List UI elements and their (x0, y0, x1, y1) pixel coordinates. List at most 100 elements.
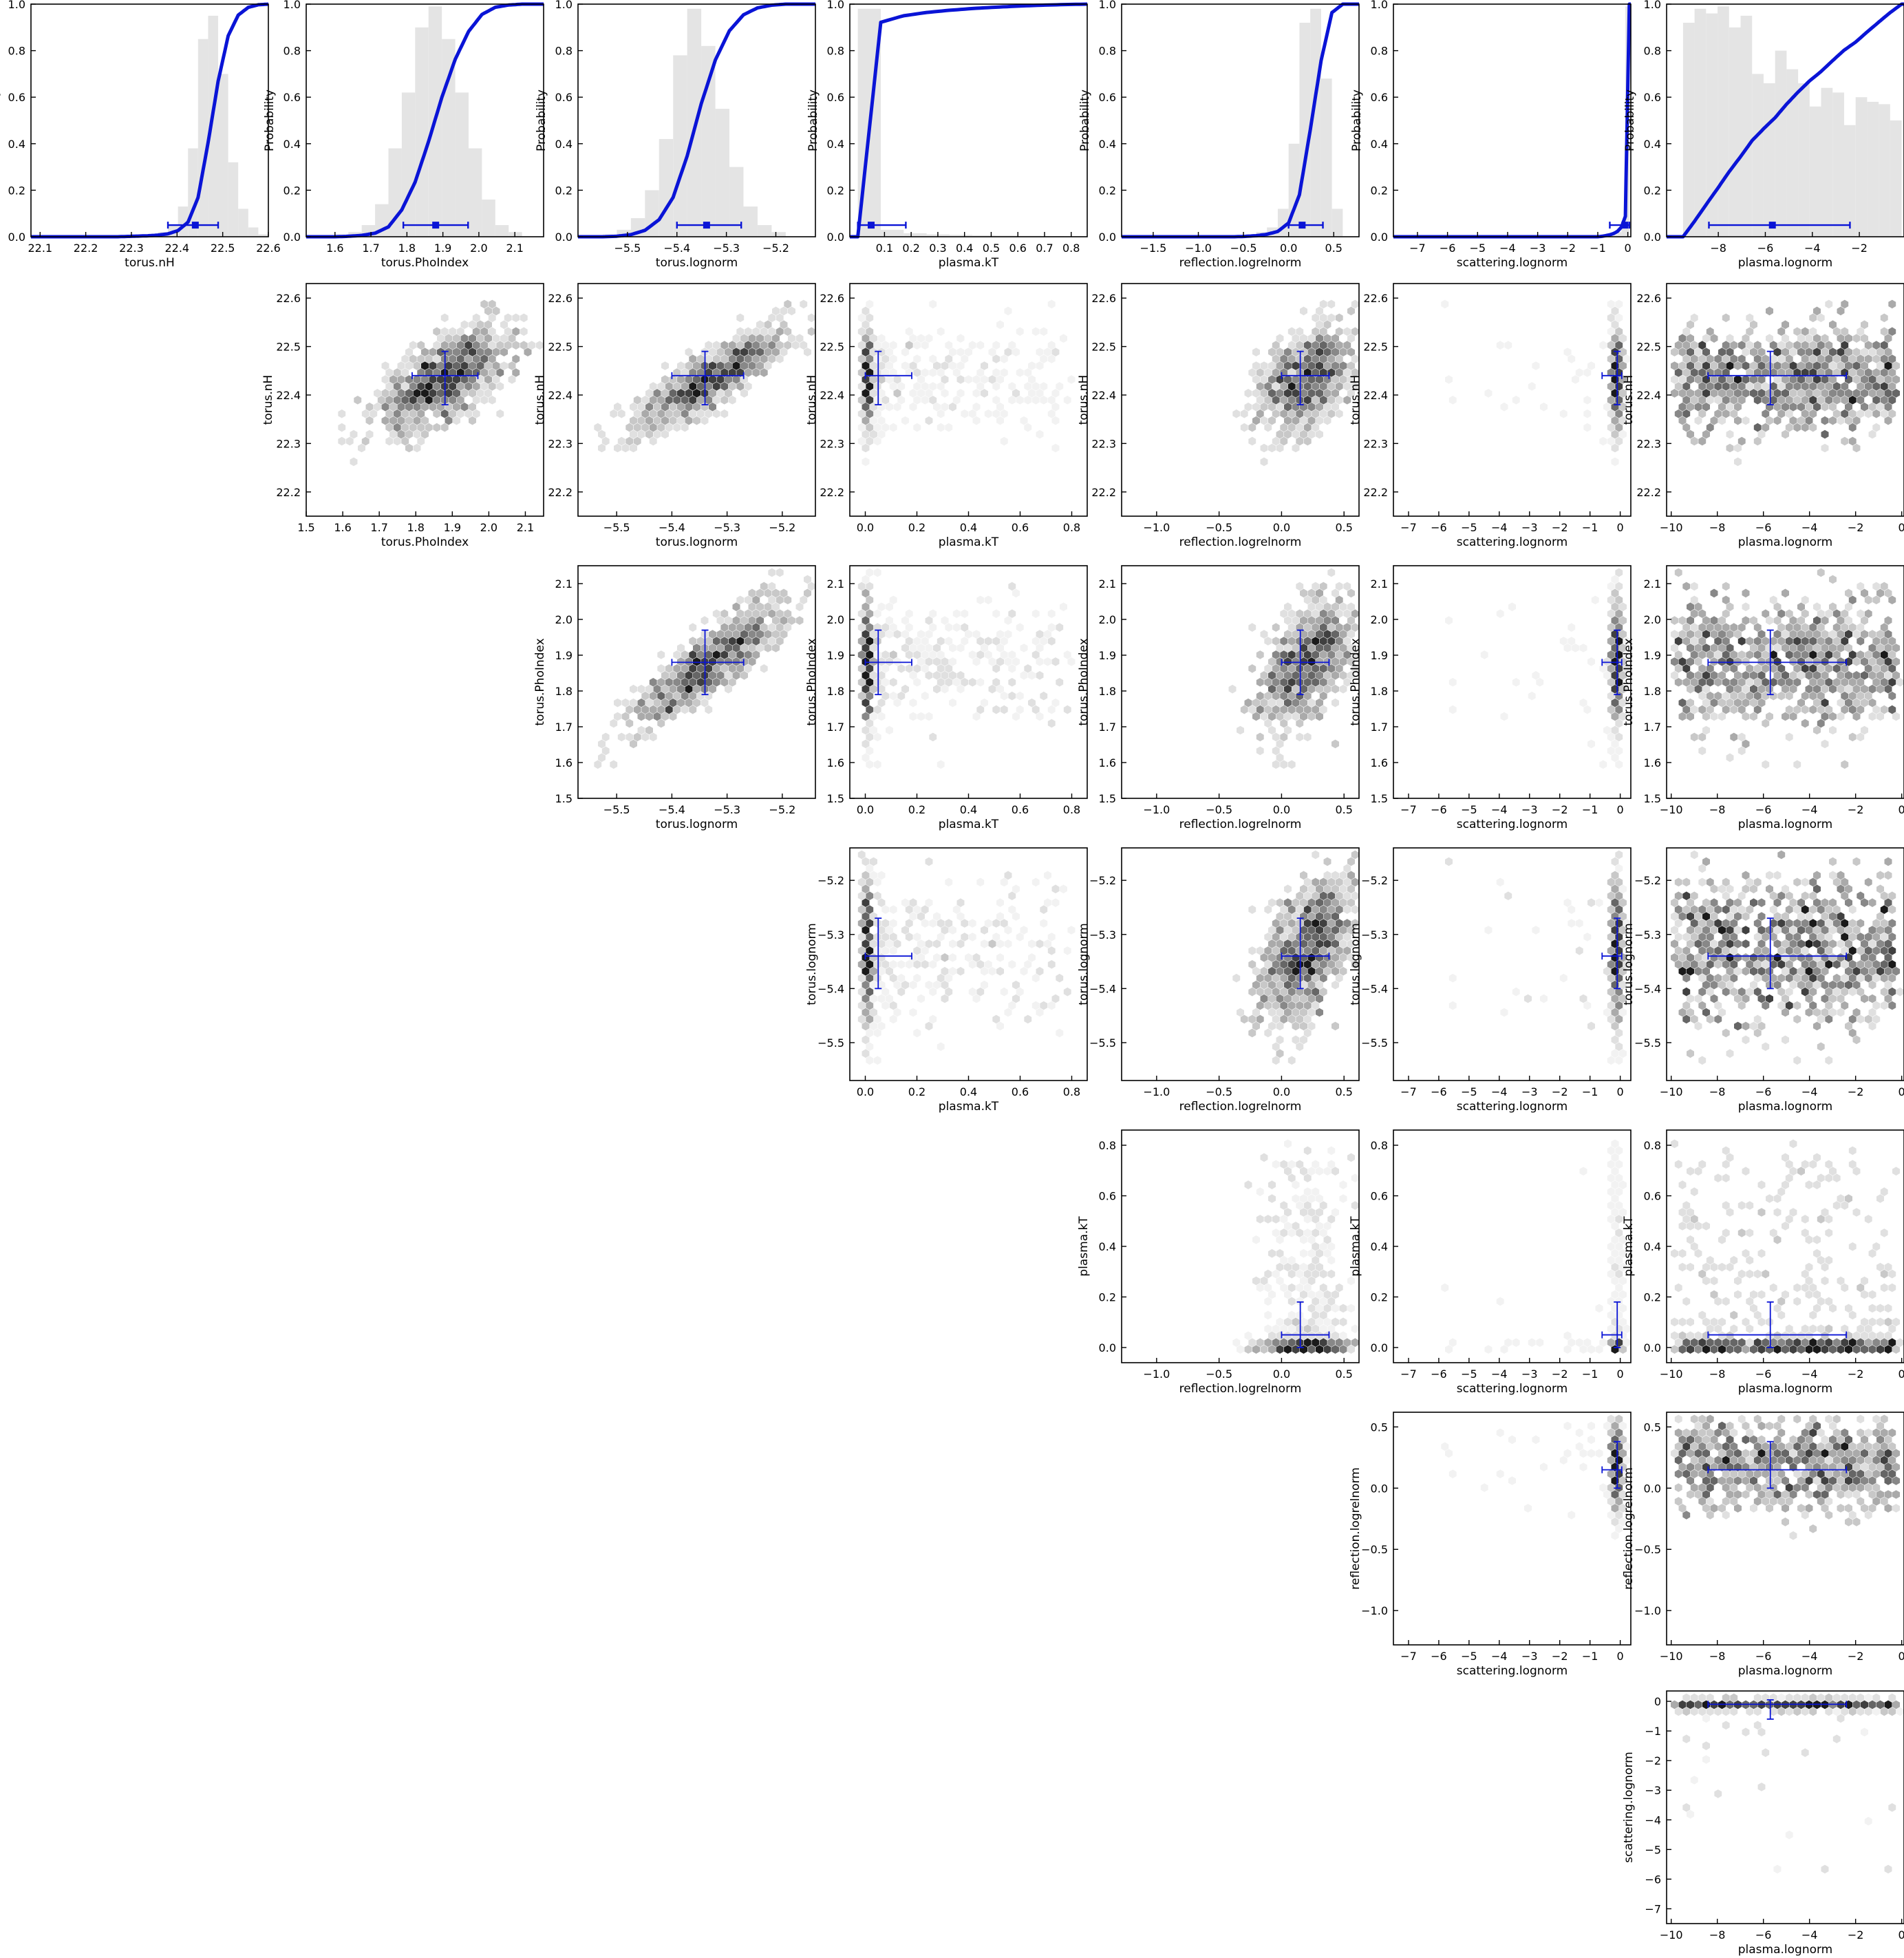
hexbin-cell (1268, 1345, 1276, 1354)
hexbin-cell (1682, 582, 1691, 591)
hexbin-cell (744, 664, 752, 673)
y-tick-label: 0.2 (555, 184, 573, 197)
hexbin-cell (1857, 637, 1865, 646)
hexbin-cell (1280, 1215, 1288, 1224)
hexbin-cell (401, 354, 409, 363)
hexbin-cell (508, 375, 516, 384)
hexbin-cell (877, 375, 886, 384)
hexbin-cell (1722, 637, 1730, 646)
y-axis-label: torus.nH (261, 375, 275, 425)
hexbin-cell (1710, 1476, 1718, 1485)
x-tick-label: 1.9 (434, 242, 451, 255)
hexbin-cell (1750, 712, 1757, 721)
hexbin-cell (1319, 341, 1327, 350)
hexbin-cell (1272, 1056, 1280, 1065)
hexbin-cell (1260, 402, 1268, 412)
hexbin-cell (1292, 953, 1300, 962)
hexbin-cell (1857, 1324, 1865, 1334)
hexbin-cell (1268, 1008, 1276, 1017)
hexbin-cell (1020, 926, 1028, 935)
hexbin-cell (1611, 1222, 1619, 1231)
hexbin-cell (1307, 1208, 1316, 1217)
hexbin-cell (1809, 382, 1817, 391)
hexbin-cell (764, 643, 772, 652)
hexbin-cell (1292, 966, 1300, 976)
hexbin-cell (1287, 1255, 1296, 1265)
hexbin-cell (1698, 746, 1707, 756)
hexbin-cell (1789, 939, 1797, 948)
hexbin-cell (1694, 1449, 1702, 1458)
hexbin-cell (1753, 664, 1762, 673)
x-tick-label: 0.2 (902, 242, 919, 255)
hexbin-cell (1292, 389, 1300, 398)
hexbin-cell (1319, 877, 1327, 887)
hexbin-cell (705, 664, 713, 673)
hexbin-cell (1484, 926, 1493, 935)
hexbin-cell (1260, 375, 1268, 384)
y-tick-label: 1.5 (827, 792, 844, 805)
hexbin-cell (921, 650, 929, 659)
hexbin-cell (1312, 987, 1320, 997)
hexbin-cell (472, 354, 480, 363)
hexbin-cell (893, 402, 901, 412)
hexbin-cell (1884, 953, 1892, 962)
hexbin-cell (1841, 1201, 1849, 1210)
hexbin-cell (421, 348, 429, 357)
hexbin-cell (488, 341, 496, 350)
hexbin-cell (1841, 891, 1849, 900)
hexbin-cell (1730, 905, 1738, 914)
hexbin-cell (1316, 1194, 1323, 1203)
hexbin-cell (665, 409, 673, 418)
hexbin-cell (992, 368, 1001, 377)
hexbin-cell (897, 973, 906, 983)
axes-frame (1121, 565, 1360, 799)
hexbin-cell (633, 436, 641, 446)
hexbin-cell (870, 361, 877, 370)
y-tick-label: −5.2 (1361, 874, 1388, 887)
hexbin-cell (1880, 396, 1888, 405)
hexbin-cell (1047, 409, 1056, 418)
hexbin-cell (1674, 919, 1682, 928)
hexbin-cell (1805, 348, 1813, 357)
y-tick-label: 0.0 (1371, 231, 1388, 244)
hexbin-cell (1722, 1146, 1730, 1156)
hexbin-cell (1821, 684, 1829, 694)
hexbin-cell (1583, 1338, 1592, 1348)
hexbin-cell (992, 919, 1001, 928)
hexbin-cell (1837, 698, 1845, 707)
hexbin-cell (696, 396, 705, 405)
hexbin-cell (1312, 1242, 1320, 1251)
hexbin-cell (1319, 946, 1327, 955)
hexbin-cell (945, 973, 953, 983)
hexbin-cell (1343, 623, 1351, 632)
hexbin-cell (397, 361, 405, 370)
hexbin-cell (1718, 389, 1726, 398)
hexbin-cell (1821, 698, 1829, 707)
hexbin-cell (1300, 588, 1307, 598)
hexbin-cell (669, 712, 677, 721)
hexbin-cell (1805, 416, 1813, 425)
hexbin-cell (1868, 1345, 1876, 1354)
hexbin-cell (1813, 1303, 1821, 1313)
hexbin-cell (1687, 712, 1694, 721)
hexbin-cell (1319, 609, 1327, 618)
hexbin-cell (988, 684, 996, 694)
hexbin-cell (1710, 375, 1718, 384)
y-tick-label: 2.1 (555, 577, 573, 590)
y-tick-label: 1.6 (1371, 756, 1388, 769)
hexbin-cell (657, 409, 665, 418)
hexbin-cell (1766, 684, 1773, 694)
hexbin-cell (992, 1014, 1001, 1024)
hexbin-cell (720, 396, 729, 405)
hexbin-cell (1698, 973, 1707, 983)
hexbin-cell (1825, 1056, 1833, 1065)
hexbin-cell (1264, 719, 1272, 728)
hexbin-cell (1757, 994, 1766, 1003)
hexbin-cell (1678, 416, 1687, 425)
hexbin-cell (685, 389, 693, 398)
hist-bar (1706, 13, 1718, 237)
hexbin-cell (1829, 575, 1837, 584)
hexbin-cell (800, 299, 808, 309)
hexbin-cell (1821, 671, 1829, 680)
hexbin-cell (405, 389, 413, 398)
